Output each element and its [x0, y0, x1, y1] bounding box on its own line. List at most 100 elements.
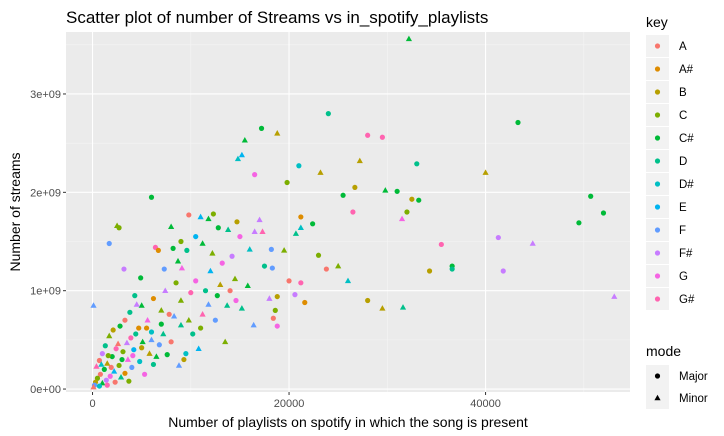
- data-point: [224, 302, 231, 308]
- data-point: [199, 240, 206, 246]
- data-point: [270, 315, 276, 321]
- data-point: [222, 338, 229, 345]
- data-point: [104, 382, 110, 388]
- key-legend-swatch: [654, 250, 661, 256]
- data-point: [132, 293, 138, 299]
- data-point: [158, 321, 164, 327]
- key-legend-swatch: [654, 66, 661, 72]
- minor-gridlines: [66, 32, 630, 392]
- data-point: [588, 193, 594, 199]
- data-point: [116, 225, 122, 231]
- data-point: [246, 246, 253, 252]
- data-point: [117, 323, 123, 329]
- data-point: [241, 136, 248, 143]
- data-point: [500, 268, 506, 274]
- data-point: [155, 247, 161, 253]
- data-point: [162, 287, 169, 293]
- data-point: [174, 257, 182, 264]
- data-point: [107, 373, 113, 379]
- data-point: [93, 363, 100, 369]
- data-point: [122, 370, 128, 376]
- data-point: [96, 357, 103, 364]
- data-point: [302, 299, 308, 306]
- data-point: [129, 364, 135, 371]
- data-point: [399, 304, 407, 310]
- data-point: [193, 233, 199, 240]
- data-point: [281, 247, 288, 253]
- key-legend-swatch: [654, 43, 661, 49]
- data-point: [268, 246, 274, 252]
- data-point: [160, 330, 167, 337]
- data-point: [426, 268, 433, 274]
- mode-legend-swatch: [654, 373, 661, 379]
- data-point: [117, 373, 125, 380]
- plot-panel: [66, 32, 630, 392]
- data-point: [365, 297, 371, 304]
- mode-legend-label: Minor: [679, 393, 708, 405]
- data-point: [178, 264, 186, 271]
- x-tick-label: 40000: [470, 398, 501, 410]
- data-point: [296, 163, 302, 169]
- key-legend-label: G#: [679, 294, 695, 306]
- data-point: [90, 302, 97, 308]
- data-point: [350, 209, 356, 215]
- key-legend-label: C: [679, 110, 687, 122]
- mode-legend-swatch: [654, 394, 661, 401]
- data-point: [227, 288, 233, 294]
- data-point: [138, 302, 145, 308]
- data-point: [197, 213, 204, 220]
- data-point: [98, 361, 105, 367]
- key-legend-label: F: [679, 225, 686, 237]
- data-point: [99, 351, 105, 357]
- data-point: [124, 356, 131, 362]
- data-point: [449, 266, 455, 272]
- data-point: [142, 371, 148, 377]
- mode-legend: mode Major Minor: [646, 343, 708, 409]
- data-point: [259, 228, 266, 234]
- data-point: [205, 301, 212, 307]
- key-legend-label: A#: [679, 64, 694, 76]
- data-point: [177, 321, 185, 328]
- data-point: [495, 234, 501, 241]
- data-point: [261, 263, 268, 269]
- data-point: [284, 179, 290, 186]
- data-point: [323, 266, 329, 272]
- data-point: [297, 224, 304, 231]
- key-legend-swatch: [654, 273, 661, 279]
- data-point: [108, 364, 114, 371]
- data-point: [576, 220, 582, 226]
- data-point: [611, 293, 618, 299]
- data-point: [183, 351, 189, 357]
- data-point: [106, 240, 112, 247]
- key-legend-swatch: [654, 135, 661, 141]
- data-point: [123, 339, 131, 346]
- data-point: [482, 169, 489, 175]
- data-point: [600, 210, 607, 216]
- key-legend-label: D: [679, 156, 687, 168]
- data-point: [103, 377, 109, 383]
- major-gridlines: [66, 32, 630, 392]
- y-tick-label: 3e+09: [30, 89, 61, 101]
- y-tick-label: 2e+09: [30, 187, 61, 199]
- data-point: [175, 362, 183, 368]
- data-point: [148, 336, 155, 343]
- data-point: [212, 317, 218, 323]
- data-point: [229, 253, 235, 259]
- data-point: [394, 188, 400, 194]
- data-point: [148, 329, 155, 335]
- data-point: [102, 343, 108, 349]
- x-tick-label: 20000: [274, 398, 305, 410]
- data-point: [111, 368, 118, 374]
- data-point: [325, 111, 331, 117]
- data-point: [416, 197, 422, 203]
- data-point: [185, 316, 192, 323]
- data-point: [178, 238, 184, 245]
- data-point: [164, 352, 170, 358]
- data-point: [186, 212, 192, 218]
- data-point: [225, 226, 232, 232]
- data-point: [515, 119, 521, 126]
- chart-title: Scatter plot of number of Streams vs in_…: [66, 8, 488, 27]
- data-point: [104, 360, 111, 366]
- data-point: [238, 305, 245, 311]
- data-point: [250, 321, 257, 328]
